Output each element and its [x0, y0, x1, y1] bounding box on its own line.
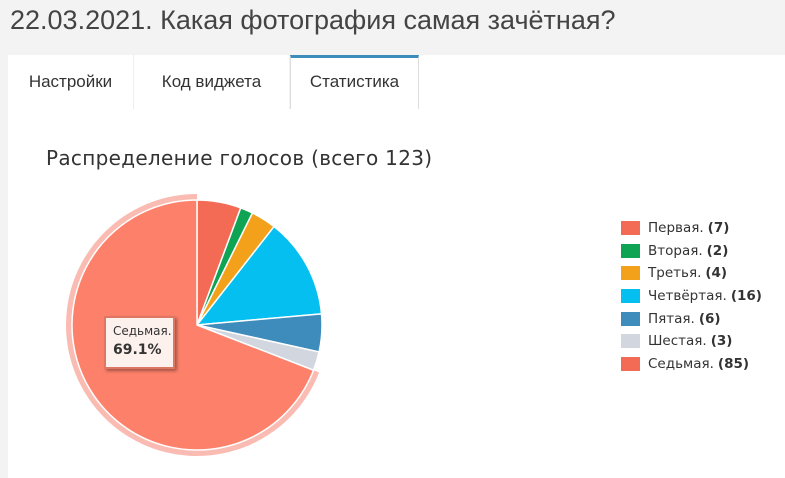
chart-legend: Первая. (7) Вторая. (2) Третья. (4) Четв… [621, 217, 762, 375]
legend-item[interactable]: Вторая. (2) [621, 240, 762, 263]
tab-bar-filler [419, 55, 785, 110]
tab-statistics[interactable]: Статистика [290, 55, 419, 109]
legend-item[interactable]: Первая. (7) [621, 217, 762, 240]
legend-swatch [621, 356, 640, 371]
tab-bar: Настройки Код виджета Статистика [8, 55, 785, 110]
legend-label: Пятая. [648, 310, 695, 327]
legend-count: (4) [705, 265, 728, 282]
tooltip-percent: 69.1% [113, 342, 162, 358]
legend-label: Шестая. [648, 333, 707, 350]
legend-item[interactable]: Седьмая. (85) [621, 353, 762, 376]
legend-swatch [621, 243, 640, 258]
pie-chart [66, 194, 323, 456]
legend-count: (3) [710, 333, 733, 350]
legend-count: (16) [730, 288, 762, 305]
legend-item[interactable]: Пятая. (6) [621, 307, 762, 330]
tab-widget-code[interactable]: Код виджета [134, 55, 289, 109]
legend-item[interactable]: Четвёртая. (16) [621, 285, 762, 308]
legend-label: Третья. [648, 265, 702, 282]
legend-item[interactable]: Шестая. (3) [621, 330, 762, 353]
legend-swatch [621, 334, 640, 349]
tab-settings[interactable]: Настройки [8, 55, 134, 109]
legend-label: Седьмая. [648, 355, 714, 372]
pie-slice[interactable] [196, 225, 323, 326]
legend-count: (7) [707, 220, 730, 237]
legend-label: Четвёртая. [648, 288, 727, 305]
legend-item[interactable]: Третья. (4) [621, 262, 762, 285]
legend-label: Вторая. [648, 242, 703, 259]
legend-swatch [621, 311, 640, 326]
chart-tooltip: Седьмая. 69.1% [104, 316, 175, 369]
legend-label: Первая. [648, 220, 704, 237]
legend-count: (85) [717, 355, 750, 372]
page-title: 22.03.2021. Какая фотография самая зачёт… [10, 5, 616, 35]
chart-title: Распределение голосов (всего 123) [46, 146, 433, 170]
legend-swatch [621, 289, 640, 304]
pie-slice[interactable] [71, 199, 315, 451]
tooltip-label: Седьмая. [113, 324, 172, 338]
legend-count: (2) [706, 242, 729, 259]
legend-swatch [621, 221, 640, 236]
statistics-panel: Распределение голосов (всего 123) Первая… [8, 109, 785, 478]
legend-count: (6) [698, 310, 721, 327]
legend-swatch [621, 266, 640, 281]
